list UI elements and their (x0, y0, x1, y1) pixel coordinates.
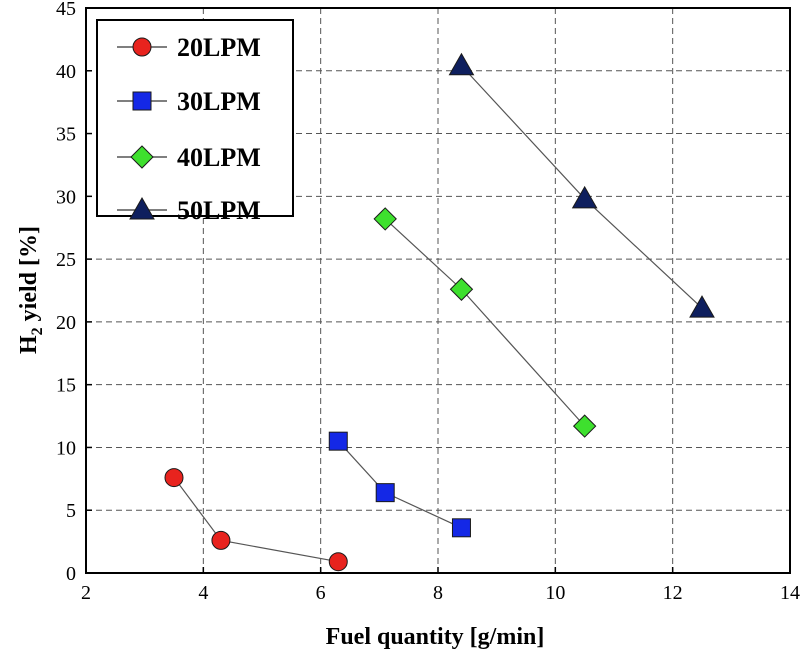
point-30LPM-0 (328, 431, 348, 451)
y-axis-title-rest: yield [%] (16, 226, 42, 327)
x-tick-label-0: 2 (81, 582, 91, 604)
y-tick-label-8: 40 (56, 61, 76, 83)
legend-marker-30LPM (132, 91, 152, 111)
point-50LPM-2 (689, 295, 715, 318)
legend-marker-50LPM (129, 196, 155, 220)
x-axis-title: Fuel quantity [g/min] (326, 624, 545, 650)
x-tick-label-4: 10 (545, 582, 565, 604)
series-50LPM (448, 52, 715, 318)
legend-marker-40LPM (130, 145, 154, 169)
point-40LPM-2 (572, 414, 597, 438)
point-50LPM-0 (448, 52, 475, 76)
y-axis-title: H2 yield [%] (16, 226, 46, 354)
point-20LPM-0 (164, 468, 184, 488)
legend-entries: 20LPM 30LPM 40LPM 50LPM (117, 33, 261, 225)
y-tick-label-9: 45 (56, 0, 76, 20)
x-tick-label-6: 14 (780, 582, 800, 604)
y-tick-label-4: 20 (56, 312, 76, 334)
y-axis-title-main: H (16, 335, 42, 354)
point-20LPM-2 (328, 552, 348, 572)
point-40LPM-1 (449, 277, 474, 301)
legend-label-30LPM: 30LPM (177, 87, 261, 116)
legend-entry-20LPM: 20LPM (117, 33, 261, 62)
legend-marker-20LPM (132, 37, 152, 57)
y-axis-title-subscript: 2 (29, 327, 46, 335)
legend-entry-40LPM: 40LPM (117, 143, 261, 172)
y-tick-label-2: 10 (56, 437, 76, 459)
x-tick-label-2: 6 (316, 582, 326, 604)
series-40LPM (373, 207, 597, 438)
series-20LPM (164, 468, 348, 572)
series-30LPM (328, 431, 471, 538)
legend: 20LPM 30LPM 40LPM 50LPM (96, 19, 294, 225)
x-tick-label-1: 4 (198, 582, 208, 604)
y-tick-label-7: 35 (56, 124, 76, 146)
y-tick-label-5: 25 (56, 249, 76, 271)
point-20LPM-1 (211, 530, 231, 550)
point-50LPM-1 (571, 185, 598, 209)
x-tick-label-5: 12 (663, 582, 683, 604)
point-30LPM-1 (375, 483, 395, 503)
point-40LPM-0 (373, 207, 397, 231)
grid (86, 8, 790, 573)
legend-label-50LPM: 50LPM (177, 196, 261, 225)
y-tick-label-3: 15 (56, 375, 76, 397)
legend-entry-30LPM: 30LPM (117, 87, 261, 116)
legend-label-40LPM: 40LPM (177, 143, 261, 172)
y-tick-label-1: 5 (66, 500, 76, 522)
point-30LPM-2 (451, 518, 471, 538)
series (164, 52, 715, 572)
legend-entry-50LPM: 50LPM (117, 196, 261, 225)
y-tick-label-0: 0 (66, 563, 76, 585)
x-axis-ticks: 2 4 6 8 10 12 14 (81, 567, 800, 604)
x-tick-label-3: 8 (433, 582, 443, 604)
y-tick-label-6: 30 (56, 186, 76, 208)
legend-label-20LPM: 20LPM (177, 33, 261, 62)
y-axis-ticks: 0 5 10 15 20 25 30 35 40 45 (56, 0, 92, 585)
legend-box (96, 19, 294, 217)
